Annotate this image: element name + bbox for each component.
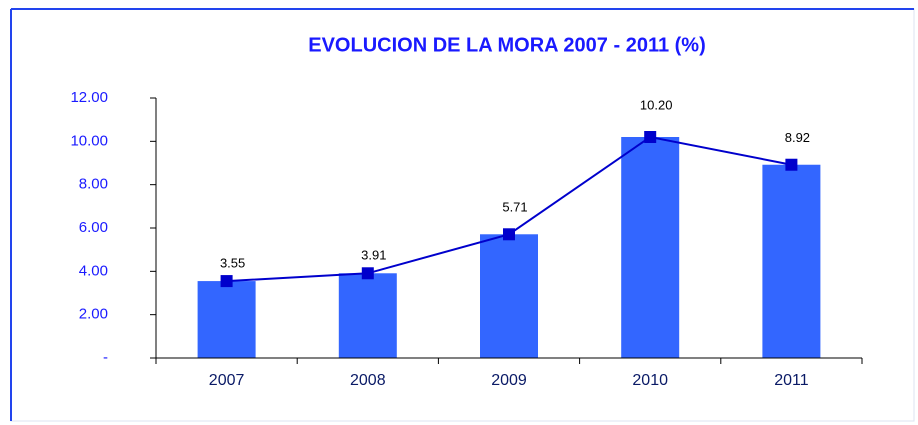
data-label: 10.20 — [640, 97, 673, 112]
bar — [621, 137, 680, 358]
marker — [361, 267, 374, 280]
marker — [644, 131, 657, 143]
marker — [220, 275, 233, 288]
y-tick-label: 4.00 — [79, 262, 108, 279]
marker — [785, 158, 798, 171]
data-label: 5.71 — [502, 200, 527, 215]
y-tick-label: 10.00 — [70, 132, 108, 149]
data-label: 3.91 — [361, 248, 386, 263]
bar — [762, 164, 821, 358]
bar — [480, 234, 538, 358]
x-tick-label: 2010 — [632, 372, 668, 389]
marker — [503, 228, 515, 241]
x-tick-label: 2008 — [350, 372, 386, 389]
x-tick-label: 2009 — [491, 372, 527, 389]
data-label: 3.55 — [220, 256, 245, 271]
bar — [338, 273, 397, 358]
bar — [197, 281, 256, 358]
y-tick-label: 6.00 — [79, 219, 108, 236]
x-tick-label: 2007 — [209, 372, 245, 389]
y-tick-label: 2.00 — [79, 306, 108, 323]
data-label: 8.92 — [785, 130, 810, 145]
x-tick-label: 2011 — [774, 372, 809, 389]
y-tick-label: 12.00 — [70, 89, 108, 106]
y-tick-label: - — [103, 349, 108, 366]
chart-title: EVOLUCION DE LA MORA 2007 - 2011 (%) — [308, 34, 706, 56]
y-tick-label: 8.00 — [79, 176, 108, 193]
